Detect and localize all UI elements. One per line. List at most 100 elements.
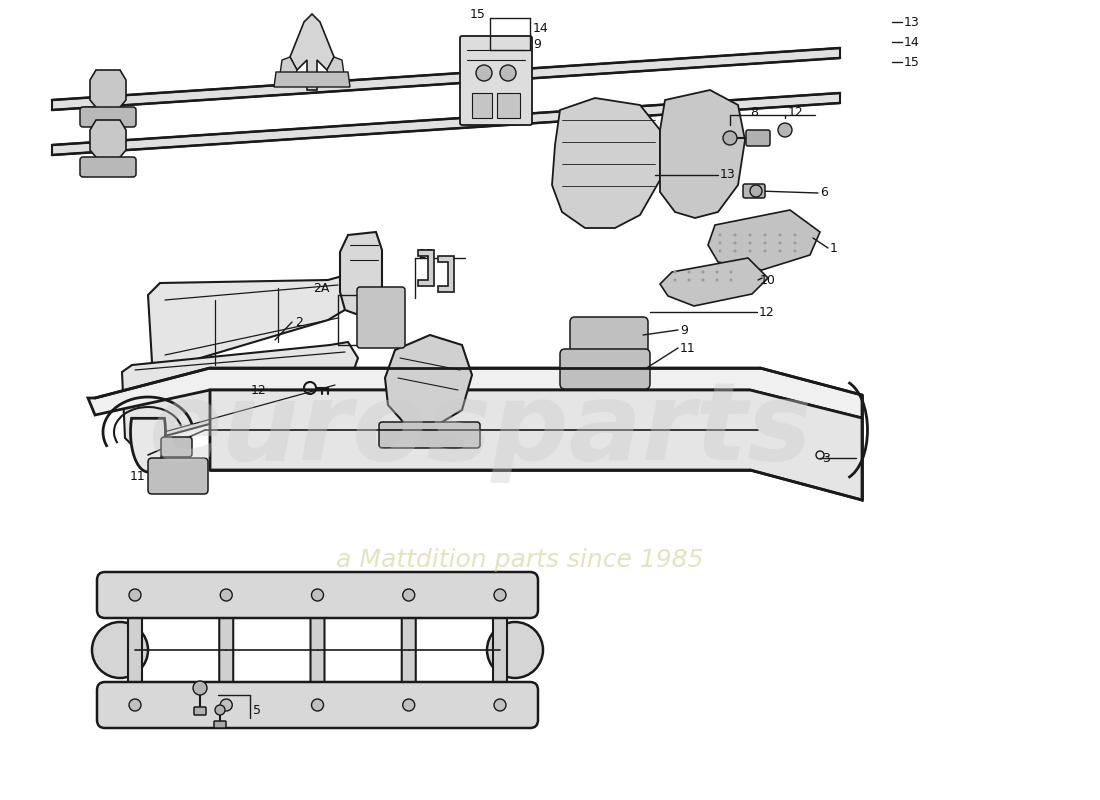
Polygon shape	[497, 93, 520, 118]
Circle shape	[748, 234, 751, 237]
Text: 14: 14	[534, 22, 549, 34]
Circle shape	[494, 699, 506, 711]
Circle shape	[793, 234, 796, 237]
Circle shape	[779, 234, 781, 237]
Text: 10: 10	[760, 274, 775, 286]
Polygon shape	[660, 258, 768, 306]
Polygon shape	[131, 418, 165, 472]
FancyBboxPatch shape	[493, 593, 507, 707]
FancyBboxPatch shape	[746, 130, 770, 146]
FancyBboxPatch shape	[402, 593, 416, 707]
Circle shape	[500, 65, 516, 81]
FancyBboxPatch shape	[742, 184, 764, 198]
Circle shape	[702, 270, 704, 274]
Polygon shape	[52, 93, 840, 155]
Polygon shape	[385, 335, 472, 428]
FancyBboxPatch shape	[161, 437, 192, 457]
FancyBboxPatch shape	[570, 317, 648, 353]
Text: 12: 12	[251, 383, 266, 397]
Circle shape	[715, 278, 718, 282]
Circle shape	[403, 699, 415, 711]
Text: 2B: 2B	[418, 249, 434, 262]
Circle shape	[718, 234, 722, 237]
Polygon shape	[90, 70, 126, 112]
Polygon shape	[280, 57, 297, 80]
FancyBboxPatch shape	[97, 682, 538, 728]
Circle shape	[729, 270, 733, 274]
Text: 8: 8	[750, 106, 758, 118]
Text: eurosparts: eurosparts	[148, 377, 812, 483]
Circle shape	[763, 234, 767, 237]
Circle shape	[220, 589, 232, 601]
Circle shape	[311, 699, 323, 711]
Circle shape	[673, 270, 676, 274]
Circle shape	[793, 250, 796, 253]
Circle shape	[734, 234, 737, 237]
Circle shape	[734, 242, 737, 245]
FancyBboxPatch shape	[560, 349, 650, 389]
FancyBboxPatch shape	[219, 593, 233, 707]
Text: 12: 12	[759, 306, 774, 318]
Polygon shape	[274, 72, 350, 87]
Circle shape	[723, 131, 737, 145]
FancyBboxPatch shape	[379, 422, 480, 448]
Text: 6: 6	[820, 186, 828, 199]
Circle shape	[129, 699, 141, 711]
Text: 2: 2	[295, 315, 302, 329]
Circle shape	[750, 185, 762, 197]
Circle shape	[748, 250, 751, 253]
Polygon shape	[88, 368, 862, 418]
Circle shape	[92, 622, 148, 678]
Text: a Mattdition parts since 1985: a Mattdition parts since 1985	[337, 548, 704, 572]
Circle shape	[403, 589, 415, 601]
Circle shape	[779, 242, 781, 245]
Text: 15: 15	[904, 55, 920, 69]
Circle shape	[779, 250, 781, 253]
Polygon shape	[340, 232, 382, 314]
FancyBboxPatch shape	[80, 107, 136, 127]
Circle shape	[793, 242, 796, 245]
Polygon shape	[418, 250, 434, 286]
Circle shape	[778, 123, 792, 137]
Text: 12: 12	[788, 106, 804, 118]
Polygon shape	[327, 57, 344, 80]
Circle shape	[734, 250, 737, 253]
Text: 15: 15	[470, 7, 486, 21]
Text: 11: 11	[130, 470, 145, 482]
Circle shape	[748, 242, 751, 245]
Circle shape	[476, 65, 492, 81]
Text: 14: 14	[904, 35, 920, 49]
Text: 13: 13	[720, 169, 736, 182]
Polygon shape	[210, 390, 862, 500]
Circle shape	[718, 250, 722, 253]
Polygon shape	[290, 14, 334, 90]
Text: 2A: 2A	[314, 282, 330, 294]
Circle shape	[487, 622, 543, 678]
FancyBboxPatch shape	[460, 36, 532, 125]
Text: 9: 9	[680, 323, 688, 337]
Circle shape	[688, 278, 691, 282]
Polygon shape	[660, 90, 745, 218]
Circle shape	[494, 589, 506, 601]
FancyBboxPatch shape	[97, 572, 538, 618]
Circle shape	[214, 705, 225, 715]
Polygon shape	[122, 342, 358, 445]
FancyBboxPatch shape	[358, 287, 405, 348]
FancyBboxPatch shape	[148, 458, 208, 494]
Polygon shape	[472, 93, 492, 118]
Text: 1: 1	[830, 242, 838, 254]
Text: 9: 9	[534, 38, 541, 50]
Circle shape	[715, 270, 718, 274]
Text: 11: 11	[680, 342, 695, 354]
Circle shape	[702, 278, 704, 282]
Circle shape	[673, 278, 676, 282]
Text: 9: 9	[148, 441, 156, 454]
Circle shape	[763, 250, 767, 253]
Circle shape	[129, 589, 141, 601]
Circle shape	[220, 699, 232, 711]
Polygon shape	[552, 98, 660, 228]
Text: 13: 13	[904, 15, 920, 29]
Polygon shape	[52, 48, 840, 110]
Polygon shape	[90, 120, 126, 162]
FancyBboxPatch shape	[194, 707, 206, 715]
